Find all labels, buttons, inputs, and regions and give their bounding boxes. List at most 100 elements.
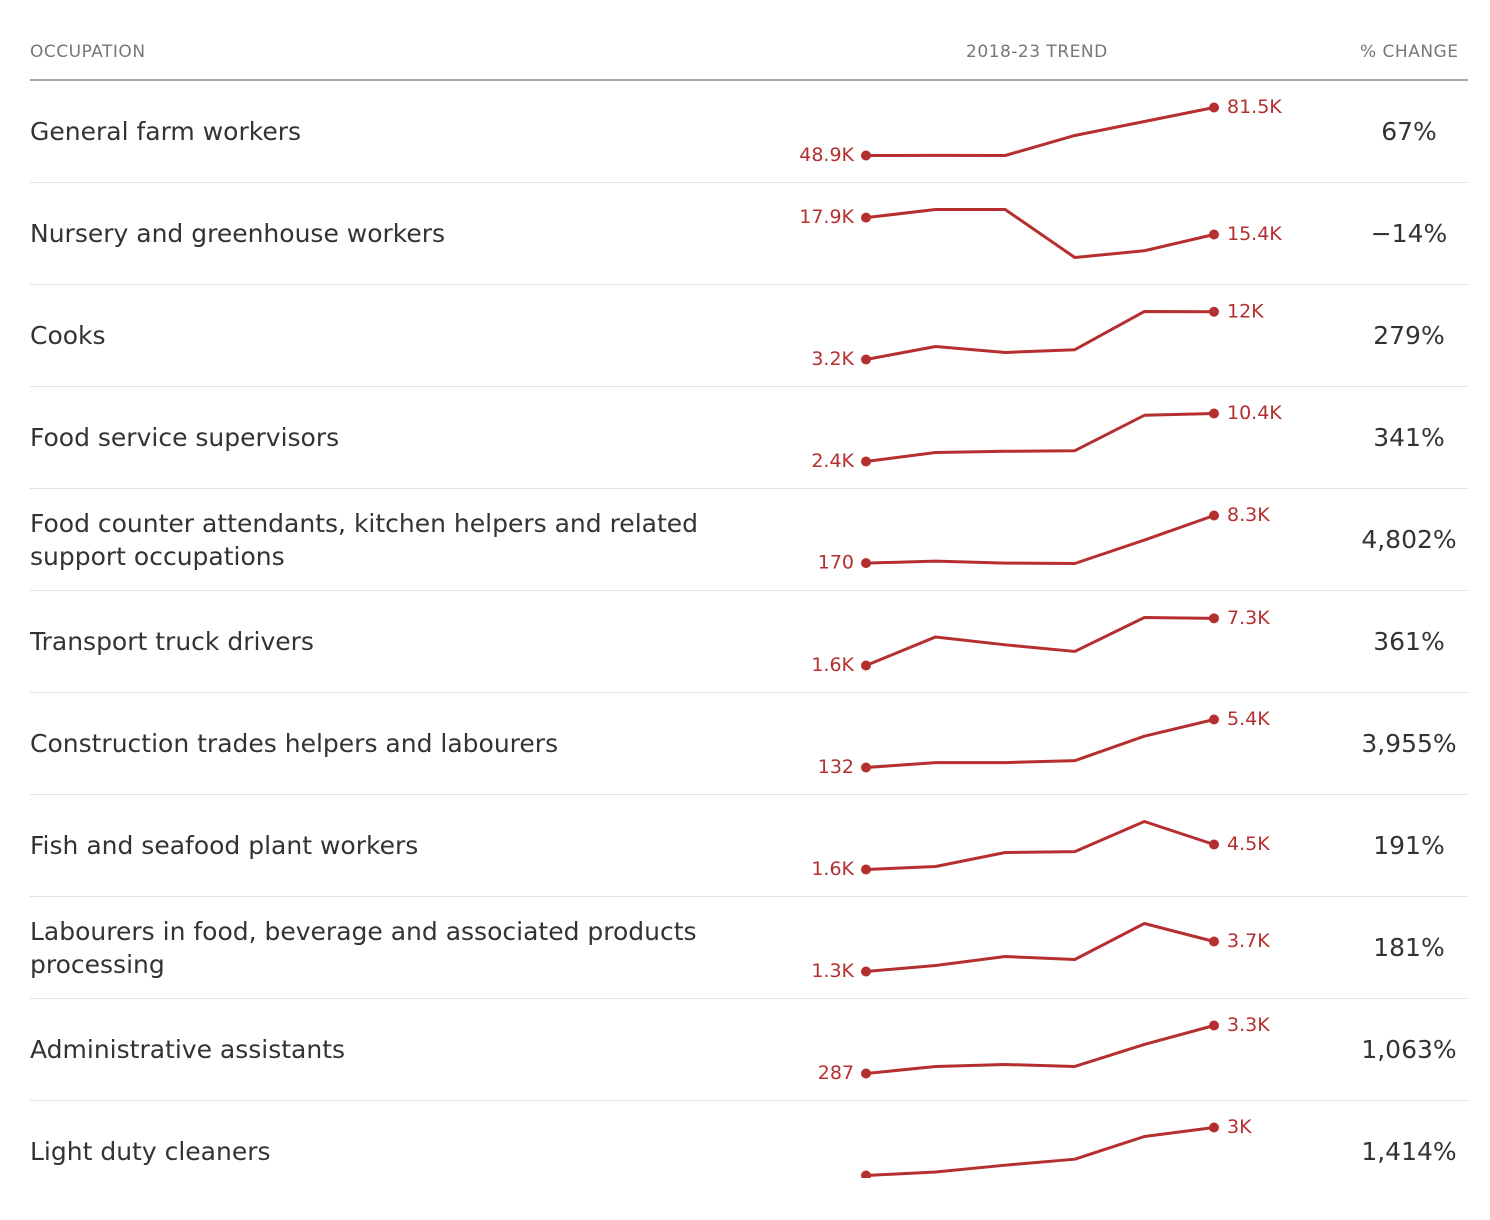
trend-line (865, 412, 1215, 463)
sparkline: 3K (861, 1116, 1252, 1178)
trend-line (865, 820, 1215, 871)
trend-label: 1.6K (811, 858, 854, 880)
trend-dot (1209, 714, 1219, 725)
trend-label: 12K (1227, 300, 1264, 322)
trend-line (865, 1126, 1215, 1177)
row: Nursery and greenhouse workers 17.9K 15.4K… (30, 183, 1468, 285)
trend-dot (1209, 839, 1219, 850)
row: Fish and seafood plant workers 1.6K 4.5K 19… (30, 795, 1468, 897)
trend-line (865, 208, 1215, 259)
row: Food service supervisors 2.4K 10.4K 341% (30, 387, 1468, 489)
row: Light duty cleaners 3K 1,414% (30, 1101, 1468, 1178)
trend-dot (861, 212, 871, 223)
trend-label: 3.2K (811, 348, 854, 370)
trend-label: 1.3K (811, 960, 854, 982)
percent-change: 1,414% (1361, 1137, 1457, 1166)
percent-change: 67% (1381, 117, 1437, 146)
percent-change: 4,802% (1361, 525, 1457, 554)
row: Construction trades helpers and labourer… (30, 693, 1468, 795)
trend-dot (1209, 408, 1219, 419)
percent-change: 181% (1373, 933, 1445, 962)
trend-label: 3K (1227, 1116, 1252, 1138)
percent-change: −14% (1370, 219, 1448, 248)
trend-dot (861, 1068, 871, 1079)
trend-dot (861, 558, 871, 569)
trend-label: 7.3K (1227, 607, 1270, 629)
trend-label: 287 (818, 1062, 854, 1084)
trend-line (865, 514, 1215, 565)
sparkline: 170 8.3K (818, 504, 1270, 574)
row: Administrative assistants 287 3.3K 1,063% (30, 999, 1468, 1101)
trend-dot (1209, 510, 1219, 521)
trend-label: 4.5K (1227, 833, 1270, 855)
occupation: Cooks (30, 321, 106, 350)
trend-dot (861, 354, 871, 365)
trend-line (865, 310, 1215, 361)
trend-label: 8.3K (1227, 504, 1270, 526)
trend-label: 48.9K (799, 144, 854, 166)
occupation: Food counter attendants, kitchen helpers… (30, 508, 699, 571)
col-header: OCCUPATION (30, 42, 146, 62)
trend-line (865, 106, 1215, 157)
sparkline: 17.9K 15.4K (799, 206, 1282, 259)
occupation: General farm workers (30, 117, 302, 146)
trend-label: 17.9K (799, 206, 854, 228)
trend-dot (861, 966, 871, 977)
occupation: Administrative assistants (30, 1035, 346, 1064)
occupation: Nursery and greenhouse workers (30, 219, 446, 248)
col-header: % CHANGE (1360, 42, 1459, 62)
trend-dot (1209, 102, 1219, 113)
percent-change: 279% (1373, 321, 1445, 350)
percent-change: 3,955% (1361, 729, 1457, 758)
sparkline: 1.6K 4.5K (811, 820, 1270, 880)
trend-line (865, 718, 1215, 769)
trend-dot (861, 1170, 871, 1178)
occupation: Food service supervisors (30, 423, 340, 452)
occupation: Construction trades helpers and labourer… (30, 729, 559, 758)
sparkline: 1.6K 7.3K (811, 607, 1270, 676)
row: Transport truck drivers 1.6K 7.3K 361% (30, 591, 1468, 693)
trend-label: 132 (818, 756, 854, 778)
sparkline: 48.9K 81.5K (799, 96, 1282, 166)
header: OCCUPATION 2018-23 TREND % CHANGE (30, 0, 1468, 81)
percent-change: 341% (1373, 423, 1445, 452)
row: Labourers in food, beverage and associat… (30, 897, 1468, 999)
trend-label: 1.6K (811, 654, 854, 676)
percent-change: 361% (1373, 627, 1445, 656)
row: Food counter attendants, kitchen helpers… (30, 489, 1468, 591)
trend-dot (1209, 1122, 1219, 1133)
trend-dot (1209, 1020, 1219, 1031)
sparkline: 2.4K 10.4K (811, 402, 1282, 472)
trend-line (865, 1024, 1215, 1075)
trend-label: 10.4K (1227, 402, 1282, 424)
trend-label: 3.7K (1227, 930, 1270, 952)
table: OCCUPATION 2018-23 TREND % CHANGE Genera… (30, 0, 1468, 1178)
trend-label: 2.4K (811, 450, 854, 472)
row: Cooks 3.2K 12K 279% (30, 285, 1468, 387)
trend-dot (1209, 229, 1219, 240)
trend-label: 15.4K (1227, 223, 1282, 245)
percent-change: 1,063% (1361, 1035, 1457, 1064)
occupation: Transport truck drivers (30, 627, 314, 656)
trend-dot (861, 762, 871, 773)
trend-dot (1209, 936, 1219, 947)
trend-dot (1209, 613, 1219, 624)
trend-line (865, 616, 1215, 667)
sparkline: 1.3K 3.7K (811, 922, 1270, 982)
trend-dot (861, 150, 871, 161)
trend-line (865, 922, 1215, 973)
trend-label: 3.3K (1227, 1014, 1270, 1036)
trend-dot (861, 456, 871, 467)
trend-label: 170 (818, 552, 854, 574)
table-body: General farm workers 48.9K 81.5K 67% Nursery… (30, 81, 1468, 1178)
trend-dot (1209, 306, 1219, 317)
trend-dot (861, 864, 871, 875)
sparkline: 132 5.4K (818, 708, 1270, 778)
occupation: Light duty cleaners (30, 1137, 271, 1166)
trend-label: 5.4K (1227, 708, 1270, 730)
row: General farm workers 48.9K 81.5K 67% (30, 81, 1468, 183)
trend-dot (861, 660, 871, 671)
occupation: Labourers in food, beverage and associat… (30, 916, 697, 979)
occupation: Fish and seafood plant workers (30, 831, 419, 860)
